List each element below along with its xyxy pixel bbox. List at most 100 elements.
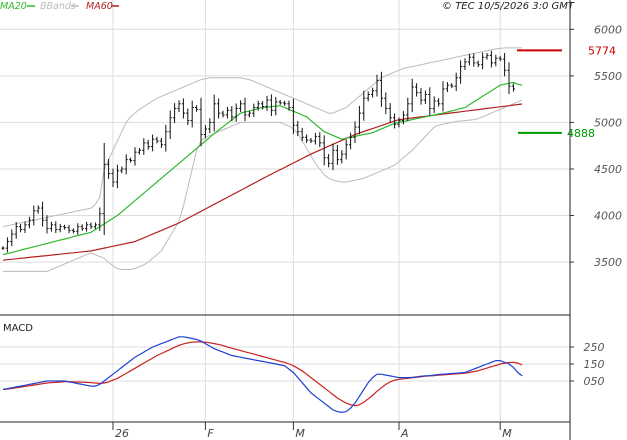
price-bar <box>212 94 216 132</box>
legend: MA20 BBands MA60 <box>0 1 119 12</box>
price-bar <box>357 105 361 135</box>
price-bar <box>76 223 80 235</box>
macd-y-tick-label: 050 <box>584 375 605 388</box>
price-bar <box>393 113 397 129</box>
price-bar <box>129 157 133 163</box>
price-bar <box>305 134 309 143</box>
price-bar <box>120 166 124 174</box>
price-bar <box>225 106 229 119</box>
price-bar <box>485 53 489 60</box>
price-bar <box>467 53 471 66</box>
price-bar <box>239 100 243 112</box>
price-bar <box>243 97 247 122</box>
price-bar <box>247 110 251 118</box>
price-y-tick-label: 6000 <box>594 23 622 36</box>
x-tick-label: 26 <box>115 427 129 440</box>
price-bar <box>107 158 111 179</box>
price-bar <box>322 135 326 166</box>
price-bar <box>498 56 502 62</box>
support-label: 4888 <box>567 127 595 140</box>
price-bar <box>313 132 317 145</box>
price-bar <box>32 205 36 226</box>
x-tick-label: A <box>400 427 409 440</box>
price-bar <box>261 101 265 110</box>
price-bar <box>397 117 401 128</box>
price-bar <box>19 223 23 233</box>
price-bar <box>441 81 445 112</box>
price-bar <box>208 118 212 134</box>
price-bar <box>445 82 449 93</box>
price-bar <box>296 120 300 136</box>
price-bar <box>410 78 414 113</box>
price-bar <box>10 229 14 247</box>
price-bar <box>49 221 53 232</box>
price-bar <box>190 100 194 128</box>
price-bar <box>151 134 155 152</box>
price-bar <box>450 83 454 89</box>
price-bar <box>437 98 441 107</box>
price-bar <box>80 224 84 231</box>
legend-ma60: MA60 <box>86 1 113 12</box>
gridlines <box>0 0 570 422</box>
bollinger-bands <box>2 47 523 272</box>
price-bar <box>503 53 507 77</box>
price-bar <box>221 110 225 118</box>
price-bar <box>384 92 388 115</box>
price-bar <box>353 121 357 144</box>
price-bar <box>67 224 71 234</box>
price-bar <box>401 111 405 125</box>
price-bar <box>278 99 282 105</box>
price-bar <box>309 138 313 144</box>
price-bar <box>71 228 75 234</box>
price-bar <box>463 58 467 71</box>
price-bar <box>371 87 375 98</box>
price-bar <box>300 127 304 142</box>
price-bar <box>511 83 515 92</box>
price-bar <box>481 52 485 70</box>
axes <box>0 0 571 440</box>
price-bar <box>146 139 150 150</box>
price-bars <box>1 50 515 253</box>
price-bar <box>102 142 106 236</box>
price-bar <box>283 100 287 106</box>
price-bar <box>428 87 432 116</box>
price-bar <box>406 97 410 122</box>
price-bar <box>63 224 67 230</box>
price-y-tick-label: 4000 <box>594 210 622 223</box>
price-bar <box>177 100 181 112</box>
price-bar <box>168 110 172 139</box>
price-bar <box>98 207 102 231</box>
x-tick-label: M <box>502 427 512 440</box>
price-bar <box>164 124 168 152</box>
y-axis-ticks: 3500 4000 4500 5000 5500 6000 250 150 050 <box>570 23 622 388</box>
price-bar <box>335 144 339 166</box>
price-bar <box>137 147 141 155</box>
price-bar <box>133 147 137 166</box>
price-bar <box>41 201 45 227</box>
price-bar <box>195 105 199 112</box>
price-bar <box>423 90 427 104</box>
price-bar <box>85 221 89 232</box>
x-axis-ticks: 26 F M A M <box>112 422 512 440</box>
price-bar <box>93 222 97 230</box>
price-bar <box>230 106 234 122</box>
legend-ma20: MA20 <box>0 1 27 12</box>
price-bar <box>142 138 146 155</box>
price-bar <box>89 222 93 230</box>
price-bar <box>507 62 511 95</box>
price-bar <box>186 108 190 126</box>
bband-upper-line <box>2 47 523 228</box>
price-bar <box>494 54 498 67</box>
price-bar <box>476 60 480 68</box>
price-bar <box>234 103 238 122</box>
price-y-tick-label: 5500 <box>594 70 622 83</box>
x-tick-label: F <box>207 427 214 440</box>
price-bar <box>349 132 353 150</box>
price-bar <box>124 154 128 175</box>
price-bar <box>23 221 27 233</box>
price-bar <box>432 96 436 114</box>
macd-lines <box>2 336 523 414</box>
price-bar <box>54 221 58 233</box>
